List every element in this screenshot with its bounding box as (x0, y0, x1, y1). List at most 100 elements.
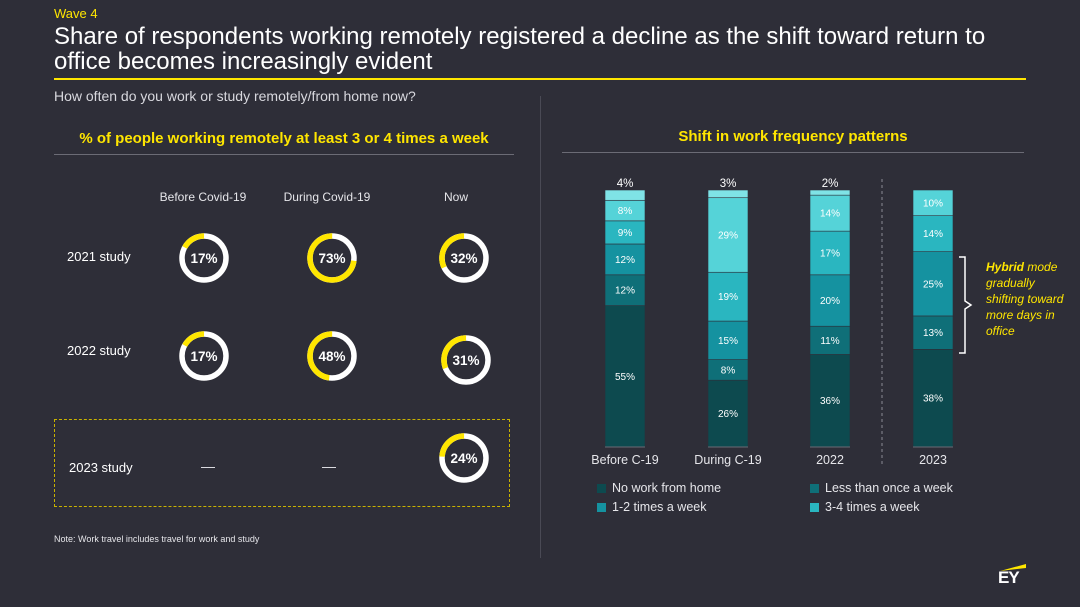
survey-question: How often do you work or study remotely/… (54, 88, 416, 104)
legend-item-less-than-once: Less than once a week (810, 481, 953, 495)
donut-fill (307, 233, 357, 283)
bar-data-label: 2% (822, 178, 839, 190)
row-label-2021: 2021 study (67, 249, 131, 264)
bar-segment (604, 274, 646, 306)
bar-segment (809, 274, 851, 327)
row-label-2023: 2023 study (69, 460, 133, 475)
bar-segment (707, 379, 749, 448)
dash-2023-before: — (201, 458, 215, 474)
bar-data-label: 8% (721, 365, 736, 376)
bar-segment (707, 320, 749, 360)
hybrid-bracket (959, 256, 973, 354)
bar-segment (809, 354, 851, 448)
x-tick-label: 2023 (919, 453, 947, 467)
bar-data-label: 13% (923, 328, 943, 339)
bar-data-label: 11% (820, 336, 839, 347)
ey-logo-text: EY (998, 568, 1020, 587)
legend-label-1-2-times: 1-2 times a week (612, 500, 707, 514)
bar-segment (707, 197, 749, 273)
bar-segment (604, 243, 646, 276)
dash-2023-during: — (322, 458, 336, 474)
right-panel-rule (562, 152, 1024, 153)
donut-value-label: 24% (450, 451, 477, 466)
donut-fill (441, 335, 491, 385)
donut-2022-study-0: 17% (179, 331, 229, 381)
left-panel-rule (54, 154, 514, 155)
bar-data-label: 12% (615, 255, 635, 266)
x-tick-label: During C-19 (694, 453, 761, 467)
donut-fill (179, 233, 229, 283)
footnote: Note: Work travel includes travel for wo… (54, 534, 260, 544)
hybrid-annotation-text: mode gradually shifting toward more days… (986, 260, 1064, 338)
bar-data-label: 15% (718, 336, 738, 347)
hybrid-annotation-bold: Hybrid (986, 260, 1025, 274)
bar-data-label: 12% (615, 286, 635, 297)
legend-label-no-work: No work from home (612, 481, 722, 495)
donut-fill (307, 331, 357, 381)
donut-rings: 17% 73% 32% 17% 48% 31% 24% (179, 233, 491, 483)
legend-label-less-than-once: Less than once a week (825, 481, 953, 495)
legend-label-3-4-times: 3-4 times a week (825, 500, 920, 514)
bar-data-label: 9% (618, 228, 633, 239)
bar-data-label: 8% (618, 206, 633, 217)
bar-segment (912, 315, 954, 350)
bar-data-label: 14% (820, 209, 840, 220)
legend-swatch-1-2-times (597, 502, 606, 512)
donut-fill (439, 433, 489, 483)
column-header-now: Now (443, 190, 468, 204)
donut-value-label: 31% (452, 353, 479, 368)
donut-fill (179, 331, 229, 381)
donut-value-label: 73% (318, 251, 345, 266)
bar-data-label: 36% (820, 396, 840, 407)
legend-swatch-3-4-times (810, 502, 819, 512)
bar-data-label: 26% (718, 409, 738, 420)
donut-fill (439, 233, 489, 283)
bar-data-label: 25% (923, 279, 943, 290)
donut-2022-study-2: 31% (441, 335, 491, 385)
bar-data-label: 38% (923, 394, 943, 405)
donut-value-label: 17% (190, 251, 217, 266)
bar-data-label: 20% (820, 296, 840, 307)
bar-data-label: 29% (718, 230, 738, 241)
bar-segment (707, 189, 749, 199)
left-panel-title: % of people working remotely at least 3 … (79, 130, 489, 147)
bar-data-label: 10% (923, 198, 943, 209)
bar-segment (809, 230, 851, 276)
bar-segment (912, 189, 954, 217)
column-header-during: During Covid-19 (283, 190, 371, 204)
legend-item-no-work: No work from home (597, 481, 721, 495)
donut-2021-study-0: 17% (179, 233, 229, 283)
x-tick-label: Before C-19 (591, 453, 658, 467)
bar-segment (707, 271, 749, 322)
hybrid-annotation: Hybrid mode gradually shifting toward mo… (986, 259, 1076, 339)
page-title: Share of respondents working remotely re… (54, 23, 986, 75)
bar-segment (809, 189, 851, 196)
wave-label: Wave 4 (54, 6, 98, 21)
bar-segment (604, 189, 646, 201)
donut-2022-study-1: 48% (307, 331, 357, 381)
legend-item-3-4-times: 3-4 times a week (810, 500, 919, 514)
title-rule (54, 78, 1026, 80)
bar-segment (912, 251, 954, 317)
donut-value-label: 32% (450, 251, 477, 266)
bar-data-label: 17% (820, 248, 840, 259)
donut-value-label: 17% (190, 349, 217, 364)
bar-data-label: 3% (720, 178, 737, 190)
donut-2021-study-2: 32% (439, 233, 489, 283)
bar-segment (912, 215, 954, 252)
ey-logo-mark (1000, 564, 1026, 571)
donut-2021-study-1: 73% (307, 233, 357, 283)
bar-data-label: 19% (718, 292, 738, 303)
bar-data-label: 14% (923, 229, 943, 240)
bar-data-label: 55% (615, 372, 635, 383)
legend-item-1-2-times: 1-2 times a week (597, 500, 706, 514)
bar-segment (912, 349, 954, 448)
bar-data-label: 4% (617, 178, 634, 190)
bar-segment (809, 325, 851, 355)
legend-swatch-less-than-once (810, 483, 819, 493)
highlight-box-2023 (54, 419, 510, 507)
right-panel-title: Shift in work frequency patterns (678, 128, 908, 145)
stacked-bar-chart: 55% 12% 12% 9% 8% 4% Before C-19 26% 8% 15% 19% 29%… (591, 178, 954, 467)
row-label-2022: 2022 study (67, 343, 131, 358)
donut-2023-study-2: 24% (439, 433, 489, 483)
